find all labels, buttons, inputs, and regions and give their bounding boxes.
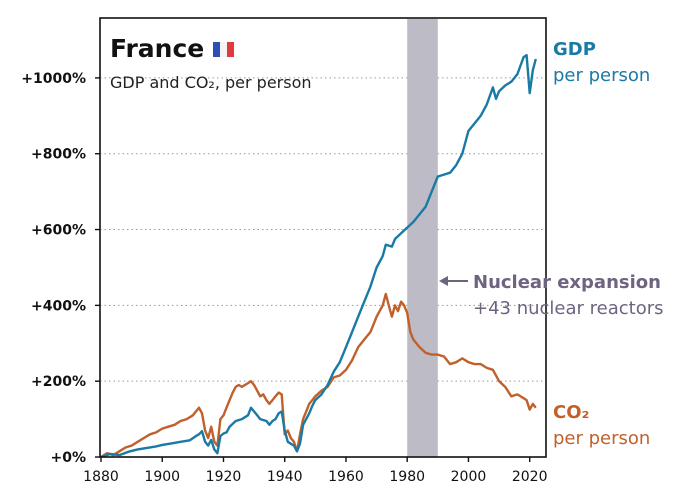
x-tick-label: 1980: [389, 469, 425, 485]
y-tick-label: +200%: [31, 374, 86, 390]
chart-subtitle: GDP and CO₂, per person: [110, 73, 312, 92]
annotation-detail: +43 nuclear reactors: [473, 298, 664, 319]
chart-title: France: [110, 34, 204, 63]
y-tick-label: +800%: [31, 147, 86, 163]
france-flag-icon: [213, 42, 234, 57]
x-tick-label: 2000: [451, 469, 487, 485]
annotation-title: Nuclear expansion: [473, 272, 661, 293]
x-tick-label: 1920: [206, 469, 242, 485]
x-tick-label: 1960: [328, 469, 364, 485]
y-axis-ticks: +0% +200% +400% +600% +800% +1000%: [21, 71, 100, 466]
y-tick-label: +400%: [31, 298, 86, 314]
x-tick-label: 2020: [512, 469, 548, 485]
x-tick-label: 1940: [267, 469, 303, 485]
plot-frame: [99, 17, 547, 458]
gdp-series-line: [100, 54, 537, 459]
y-tick-label: +0%: [51, 450, 87, 466]
x-axis-ticks: 1880 1900 1920 1940 1960 1980 2000 2020: [83, 457, 548, 485]
co2-legend-sublabel: per person: [553, 428, 650, 449]
grid-layer: [100, 77, 546, 382]
x-tick-label: 1880: [83, 469, 119, 485]
y-tick-label: +600%: [31, 223, 86, 239]
y-tick-label: +1000%: [21, 71, 86, 87]
x-tick-label: 1900: [144, 469, 180, 485]
co2-series-line: [100, 292, 537, 459]
annotation-arrow-icon: [439, 276, 468, 286]
nuclear-expansion-period: [407, 19, 438, 457]
co2-legend-label: CO₂: [553, 402, 589, 423]
gdp-legend-sublabel: per person: [553, 65, 650, 86]
gdp-legend-label: GDP: [553, 39, 596, 60]
